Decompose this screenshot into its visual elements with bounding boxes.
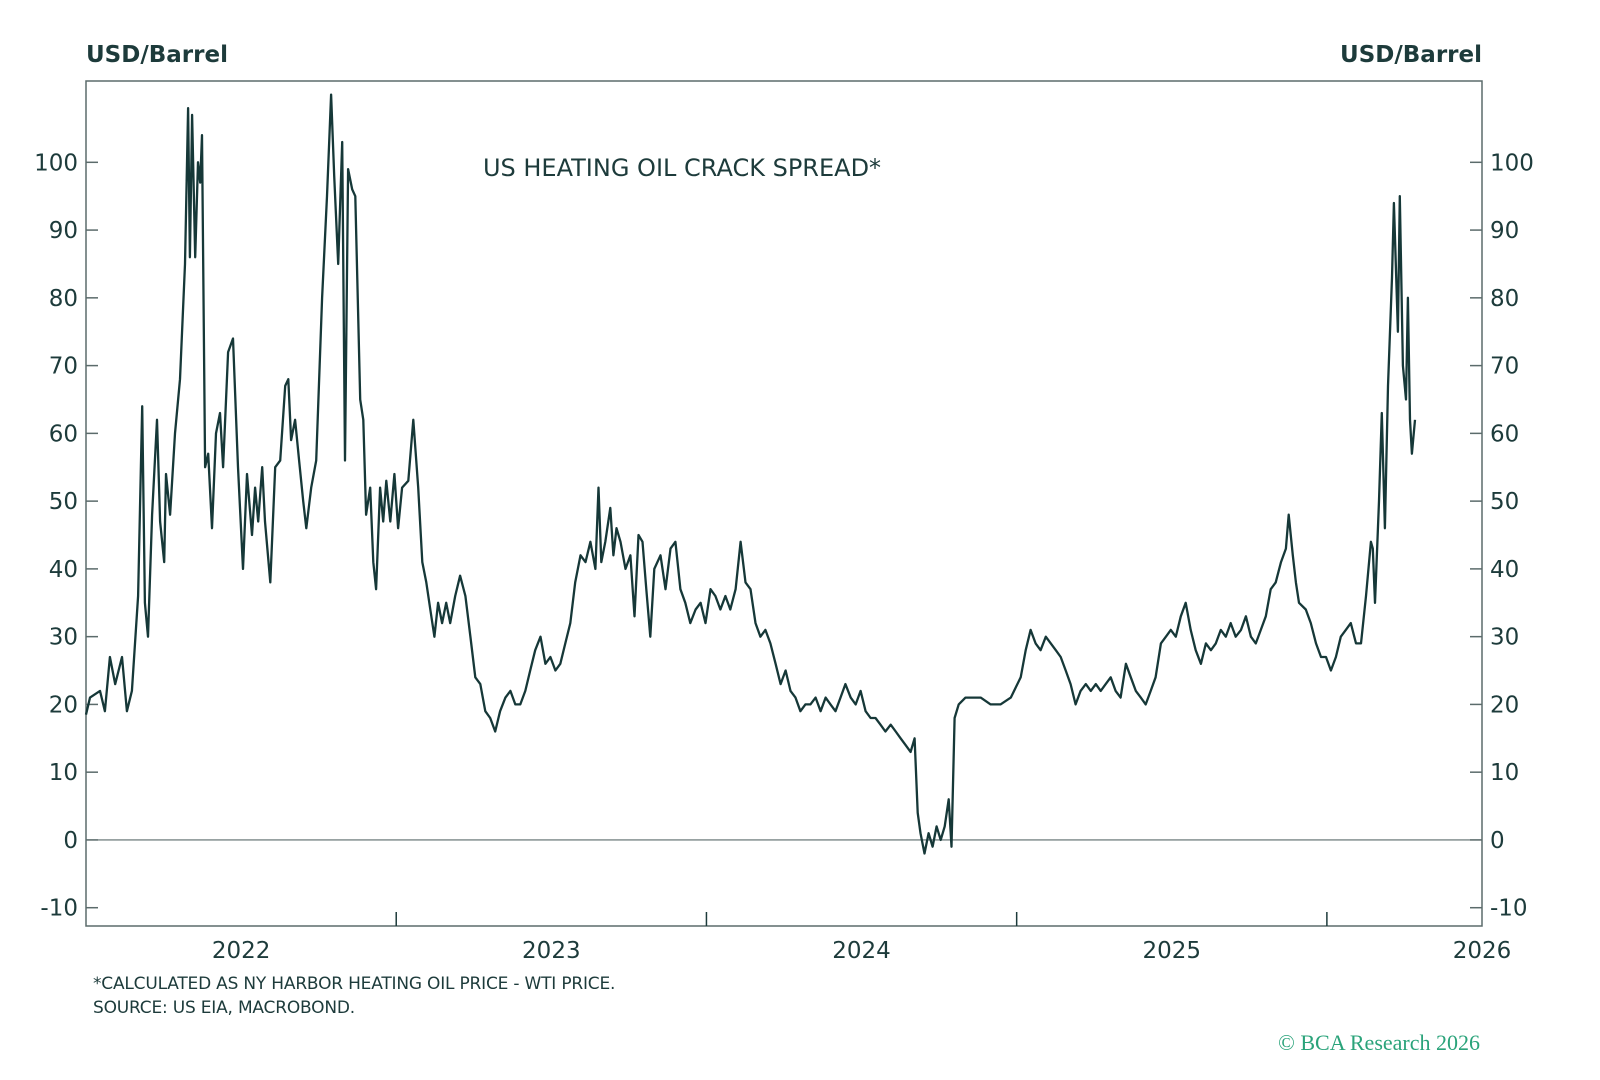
x-tick-label: 2026 [1453, 938, 1512, 964]
y-tick-label-left: 70 [49, 354, 78, 380]
y-tick-label-right: 60 [1490, 421, 1519, 447]
source-note: SOURCE: US EIA, MACROBOND. [93, 998, 355, 1018]
y-tick-label-right: 30 [1490, 625, 1519, 651]
y-tick-label-left: 30 [49, 625, 78, 651]
plot-frame [85, 80, 1483, 927]
y-tick-label-left: 0 [63, 828, 78, 854]
chart-title: US HEATING OIL CRACK SPREAD* [483, 154, 881, 182]
y-tick-label-left: 90 [49, 218, 78, 244]
y-tick-label-left: -10 [40, 896, 78, 922]
y-tick-label-left: 20 [49, 692, 78, 718]
y-tick-label-left: 100 [34, 150, 78, 176]
y-tick-label-left: 40 [49, 557, 78, 583]
y-tick-label-right: 20 [1490, 692, 1519, 718]
y-tick-label-right: 0 [1490, 828, 1505, 854]
y-tick-label-right: 100 [1490, 150, 1534, 176]
x-tick-label: 2022 [212, 938, 271, 964]
y-tick-label-right: 10 [1490, 760, 1519, 786]
x-tick-label: 2023 [522, 938, 581, 964]
x-tick-label: 2025 [1143, 938, 1202, 964]
y-tick-label-right: 50 [1490, 489, 1519, 515]
y-ticks: -10 -10 0 0 10 10 20 20 30 30 40 40 50 50 60 60 70 70 80 80… [34, 150, 1534, 921]
y-tick-label-left: 50 [49, 489, 78, 515]
y-tick-label-left: 10 [49, 760, 78, 786]
y-tick-label-left: 60 [49, 421, 78, 447]
y-axis-label-right: USD/Barrel [1340, 42, 1482, 68]
x-tick-label: 2024 [832, 938, 891, 964]
copyright-logo: © BCA Research 2026 [1278, 1030, 1480, 1055]
y-tick-label-left: 80 [49, 286, 78, 312]
footnote: *CALCULATED AS NY HARBOR HEATING OIL PRI… [93, 974, 616, 994]
x-ticks: 2022 2023 2024 2025 2026 [212, 912, 1511, 964]
y-tick-label-right: -10 [1490, 896, 1528, 922]
y-tick-label-right: 40 [1490, 557, 1519, 583]
y-tick-label-right: 70 [1490, 354, 1519, 380]
y-tick-label-right: 90 [1490, 218, 1519, 244]
y-axis-label-left: USD/Barrel [86, 42, 228, 68]
y-tick-label-right: 80 [1490, 286, 1519, 312]
series-line [84, 93, 1417, 855]
